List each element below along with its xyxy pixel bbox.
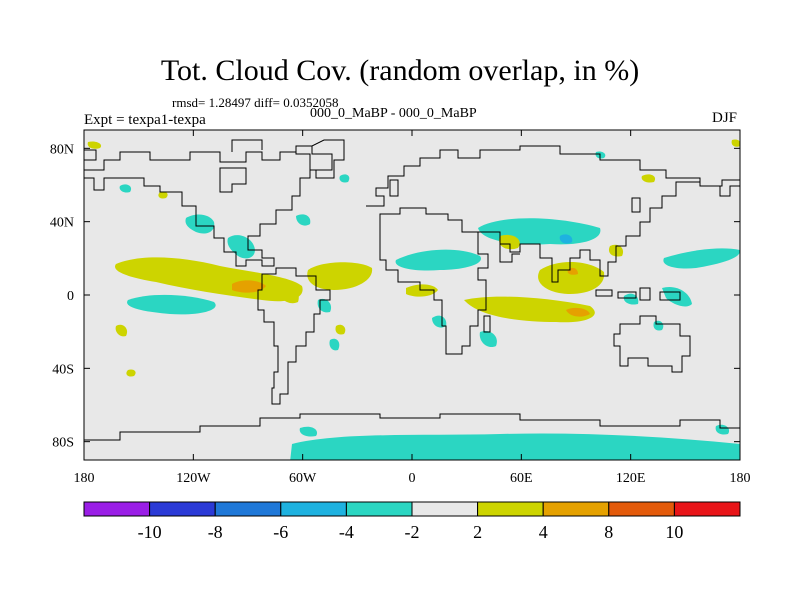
contour-region-indian-ocean bbox=[464, 296, 595, 323]
contour-region-e-pacific-south bbox=[127, 294, 216, 315]
contour-region-africa-n bbox=[395, 249, 481, 271]
y-tick-label: 40S bbox=[52, 362, 74, 377]
y-tick-label: 40N bbox=[50, 216, 74, 231]
contour-region-sw-pac-2 bbox=[623, 293, 639, 305]
contour-region-asia-n bbox=[641, 174, 656, 183]
season-label: DJF bbox=[712, 110, 738, 126]
y-axis-ticks: 80N 40N 0 40S 80S bbox=[50, 142, 740, 451]
coastline-madagascar bbox=[483, 315, 491, 333]
colorbar-label: -8 bbox=[208, 522, 223, 542]
x-tick-label: 60W bbox=[289, 471, 317, 486]
contour-region-so-yellow bbox=[126, 369, 136, 377]
y-tick-label: 0 bbox=[67, 289, 74, 304]
coastline-arabia bbox=[499, 244, 520, 263]
coastline-europe bbox=[366, 145, 740, 207]
x-tick-label: 0 bbox=[409, 471, 416, 486]
colorbar-label: 10 bbox=[665, 522, 683, 542]
colorbar-swatch bbox=[673, 501, 741, 517]
experiment-names: 000_0_MaBP - 000_0_MaBP bbox=[310, 106, 477, 121]
coastline-antarctica bbox=[84, 413, 740, 441]
colorbar-label: 4 bbox=[539, 522, 548, 542]
coastline-ne-asia bbox=[700, 185, 740, 197]
coastline-alaska bbox=[84, 149, 97, 161]
colorbar-label: 8 bbox=[604, 522, 613, 542]
contour-region-africa-eq bbox=[406, 284, 438, 297]
coastline-japan bbox=[631, 197, 641, 213]
colorbar-swatch bbox=[345, 501, 413, 517]
colorbar-swatch bbox=[214, 501, 282, 517]
colorbar-swatch bbox=[542, 501, 610, 517]
x-tick-label: 120W bbox=[176, 471, 211, 486]
colorbar-label: -6 bbox=[273, 522, 288, 542]
contour-region-s-pacific bbox=[115, 324, 128, 337]
coastline-arctic-islands bbox=[231, 139, 263, 152]
coastline-greenland bbox=[295, 139, 345, 179]
rmsd-diff-stats: rmsd= 1.28497 diff= 0.0352058 bbox=[172, 95, 339, 110]
contour-region-so-east bbox=[715, 424, 730, 435]
contour-region-arctic-w bbox=[87, 141, 102, 149]
contour-region-asia-core bbox=[559, 234, 573, 244]
contour-region-so-small bbox=[299, 426, 318, 437]
contour-region-indian-s bbox=[479, 330, 497, 348]
contour-region-n-pacific bbox=[185, 214, 215, 234]
y-tick-label: 80S bbox=[52, 436, 74, 451]
y-tick-label: 80N bbox=[50, 142, 74, 157]
colorbar-label: -10 bbox=[138, 522, 162, 542]
colorbar-swatch bbox=[608, 501, 675, 517]
contour-region-amazon bbox=[278, 285, 299, 304]
contour-region-asia-sw bbox=[499, 234, 520, 250]
coastline-north-america bbox=[84, 145, 333, 267]
contour-region-n-am bbox=[158, 191, 168, 199]
coastline-hudson-bay bbox=[219, 167, 247, 193]
colorbar-label: -2 bbox=[405, 522, 420, 542]
contour-region-atlantic-band bbox=[307, 262, 373, 290]
contour-region-atl-s bbox=[335, 324, 346, 335]
contour-region-arctic-e bbox=[731, 139, 740, 147]
colorbar-label: 2 bbox=[473, 522, 482, 542]
coastline-uk bbox=[389, 179, 399, 197]
contour-region-n-atlantic bbox=[296, 214, 311, 226]
coastline-asia-south bbox=[478, 181, 700, 283]
coastline-africa bbox=[379, 207, 489, 355]
colorbar-swatch bbox=[83, 501, 151, 517]
contour-fields bbox=[84, 139, 740, 460]
colorbar-swatch bbox=[280, 501, 347, 517]
x-tick-label: 60E bbox=[510, 471, 533, 486]
coastline-indonesia bbox=[595, 287, 681, 301]
colorbar-label: -4 bbox=[339, 522, 354, 542]
colorbar-swatch bbox=[149, 501, 216, 517]
coastline-south-america bbox=[257, 267, 331, 405]
x-tick-label: 180 bbox=[730, 471, 751, 486]
contour-region-southern-ocean bbox=[290, 433, 740, 460]
contour-region-maritime bbox=[538, 261, 605, 294]
contour-region-indian-core bbox=[566, 307, 590, 317]
colorbar bbox=[83, 501, 741, 517]
coastline-australia bbox=[613, 315, 691, 373]
experiment-label: Expt = texpa1-texpa bbox=[84, 112, 206, 128]
contour-region-nw-america bbox=[119, 184, 132, 193]
colorbar-swatch bbox=[477, 501, 544, 517]
colorbar-swatch bbox=[411, 501, 479, 517]
contour-region-w-pacific bbox=[663, 248, 740, 269]
contour-region-e-europe bbox=[339, 174, 350, 183]
strong-negative-regions bbox=[559, 234, 573, 244]
plot-title: Tot. Cloud Cov. (random overlap, in %) bbox=[160, 54, 640, 87]
colorbar-labels: -10 -8 -6 -4 -2 2 4 8 10 bbox=[138, 522, 684, 542]
contour-region-atl-small bbox=[317, 298, 332, 313]
x-tick-label: 180 bbox=[74, 471, 95, 486]
x-tick-label: 120E bbox=[616, 471, 646, 486]
x-axis-ticks: 180 120W 60W 0 60E 120E 180 bbox=[74, 130, 751, 486]
contour-region-australia bbox=[432, 315, 447, 328]
coastline-outlines bbox=[84, 139, 740, 441]
contour-region-sa-south bbox=[329, 338, 340, 351]
